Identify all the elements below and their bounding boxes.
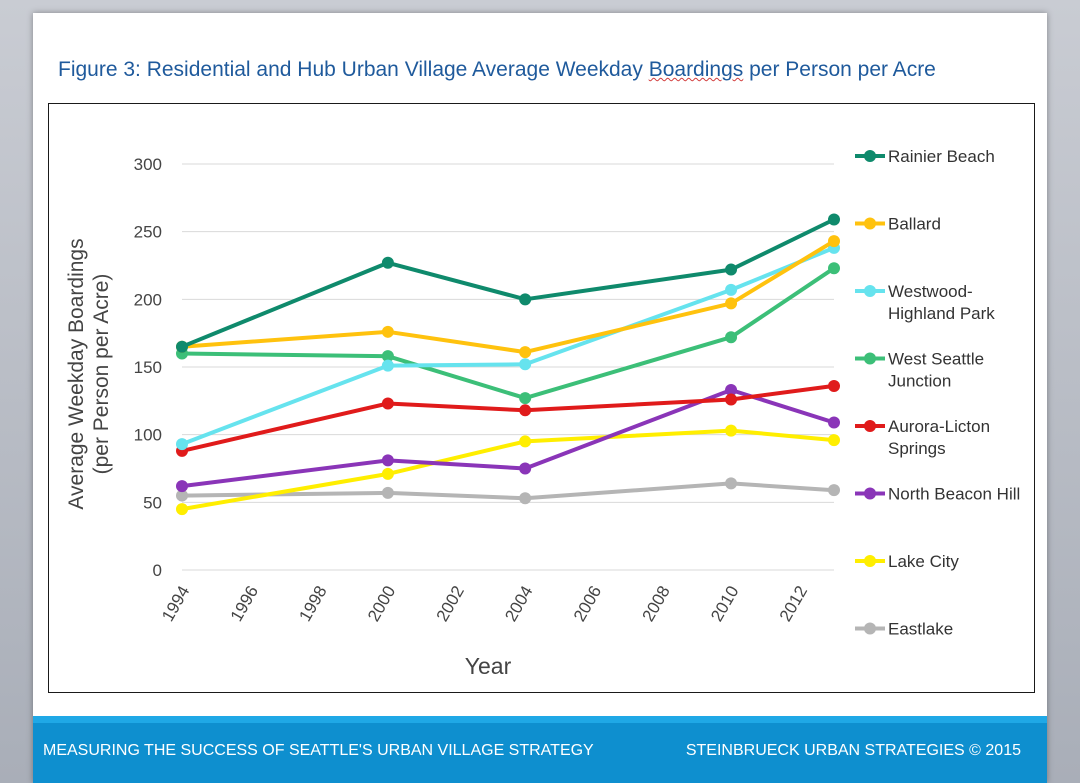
x-tick-label: 2006 — [570, 583, 605, 625]
y-tick-label: 200 — [134, 290, 162, 309]
legend-label: Eastlake — [888, 620, 953, 639]
data-point — [519, 492, 532, 505]
data-point — [381, 350, 394, 363]
data-point — [519, 404, 532, 417]
legend-swatch-marker — [864, 150, 876, 162]
x-tick-label: 2002 — [433, 583, 468, 625]
x-tick-label: 2008 — [639, 583, 674, 625]
title-flagged-word: Boardings — [648, 58, 744, 81]
data-point — [725, 297, 738, 310]
data-point — [519, 358, 532, 371]
data-point — [519, 392, 532, 405]
legend-label: Springs — [888, 439, 946, 458]
data-point — [828, 379, 840, 392]
data-point — [725, 424, 738, 437]
data-point — [381, 454, 394, 467]
data-point — [828, 484, 840, 497]
legend-label: Aurora-Licton — [888, 417, 990, 436]
data-point — [519, 293, 532, 306]
legend-swatch-marker — [864, 420, 876, 432]
data-point — [725, 384, 738, 397]
footer-left-text: MEASURING THE SUCCESS OF SEATTLE'S URBAN… — [43, 742, 594, 759]
series-line — [180, 245, 836, 447]
data-point — [381, 397, 394, 410]
data-point — [176, 480, 188, 493]
data-point — [725, 331, 738, 344]
legend-swatch-marker — [864, 487, 876, 500]
x-tick-label: 1996 — [227, 583, 262, 625]
legend-label: Highland Park — [888, 304, 995, 323]
x-tick-label: 2000 — [364, 583, 399, 625]
x-tick-label: 2010 — [707, 583, 742, 625]
title-text: Figure 3: Residential and Hub Urban Vill… — [58, 58, 649, 81]
legend-swatch-marker — [864, 285, 876, 297]
data-point — [519, 435, 532, 448]
data-point — [828, 416, 840, 429]
x-tick-label: 1994 — [158, 583, 193, 625]
data-point — [381, 467, 394, 480]
x-tick-label: 2012 — [776, 583, 811, 625]
data-point — [176, 438, 188, 451]
data-point — [725, 263, 738, 276]
y-tick-label: 100 — [134, 426, 162, 445]
y-tick-label: 250 — [134, 223, 162, 242]
y-tick-label: 50 — [143, 493, 162, 512]
data-point — [381, 359, 394, 372]
y-tick-label: 0 — [153, 561, 162, 580]
legend-label: North Beacon Hill — [888, 485, 1020, 504]
y-axis-title: Average Weekday Boardings(per Person per… — [65, 238, 113, 509]
title-text-end: per Person per Acre — [743, 58, 936, 81]
y-tick-label: 300 — [134, 155, 162, 174]
data-point — [176, 340, 188, 353]
legend-label: Rainier Beach — [888, 147, 995, 166]
legend-swatch-marker — [864, 622, 876, 635]
legend-label: West Seattle — [888, 350, 984, 369]
data-point — [725, 477, 738, 490]
data-point — [519, 346, 532, 359]
legend-label: Westwood- — [888, 282, 973, 301]
data-point — [725, 393, 738, 406]
legend-swatch-marker — [864, 217, 876, 230]
y-axis-title-line: Average Weekday Boardings — [65, 238, 88, 509]
y-axis-title-line: (per Person per Acre) — [90, 274, 113, 475]
legend-label: Ballard — [888, 215, 941, 234]
legend-label: Junction — [888, 372, 951, 391]
data-point — [381, 325, 394, 338]
data-point — [519, 462, 532, 475]
legend-swatch-marker — [864, 555, 876, 567]
data-point — [828, 213, 840, 226]
x-tick-label: 2004 — [501, 583, 536, 625]
data-point — [828, 262, 840, 275]
chart-title: Figure 3: Residential and Hub Urban Vill… — [58, 58, 1058, 82]
data-point — [828, 434, 840, 447]
footer-right-text: STEINBRUECK URBAN STRATEGIES © 2015 — [685, 742, 1021, 759]
footer-stripe — [33, 716, 1047, 723]
legend-label: Lake City — [888, 552, 959, 571]
footer-bar: MEASURING THE SUCCESS OF SEATTLE'S URBAN… — [33, 716, 1047, 783]
legend-swatch-marker — [864, 352, 876, 365]
x-axis-title: Year — [465, 653, 512, 679]
chart-frame: 0 50 100 150 200 250 300 1994 1996 1998 2000 2002 20… — [48, 103, 1035, 693]
data-point — [176, 503, 188, 516]
series-line — [180, 383, 836, 453]
data-point — [381, 256, 394, 269]
x-tick-label: 1998 — [295, 583, 330, 625]
data-point — [176, 489, 188, 502]
series-line — [180, 217, 836, 349]
data-point — [381, 486, 394, 499]
y-tick-label: 150 — [134, 358, 162, 377]
data-point — [725, 283, 738, 296]
data-point — [828, 235, 840, 248]
series-line — [180, 388, 836, 489]
line-chart: 0 50 100 150 200 250 300 1994 1996 1998 2000 2002 20… — [65, 147, 1020, 679]
